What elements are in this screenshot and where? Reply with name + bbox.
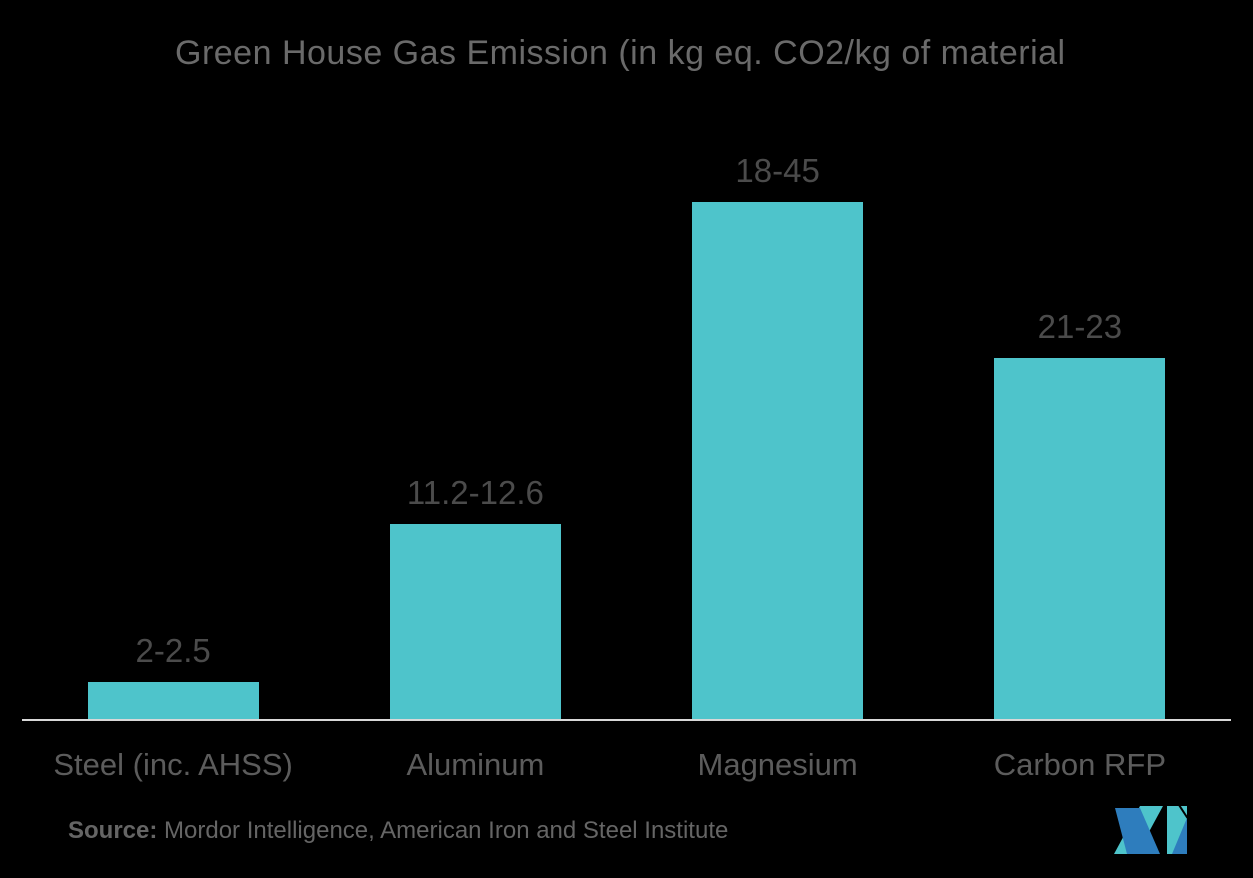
logo-blue-triangle <box>1172 818 1187 854</box>
category-axis: Steel (inc. AHSS) Aluminum Magnesium Carbon… <box>22 747 1231 783</box>
category-label: Aluminum <box>406 747 545 782</box>
source-label: Source: <box>68 817 158 844</box>
bar-group: 18-45 <box>627 152 929 719</box>
bar-value-label: 18-45 <box>735 152 820 189</box>
chart-title: Green House Gas Emission (in kg eq. CO2/… <box>175 34 1066 72</box>
bar <box>389 524 561 719</box>
bar-group: 2-2.5 <box>22 632 324 719</box>
mordor-intelligence-logo <box>1114 806 1189 854</box>
logo-notch-line <box>1178 806 1189 819</box>
category-label: Carbon RFP <box>993 747 1167 782</box>
bar-group: 21-23 <box>929 308 1231 719</box>
bar <box>87 682 259 719</box>
bar-group: 11.2-12.6 <box>324 474 626 719</box>
category-label: Magnesium <box>697 747 858 782</box>
logo-blue-stroke <box>1115 808 1160 854</box>
bar <box>994 358 1166 719</box>
bar-value-label: 2-2.5 <box>135 632 211 669</box>
source-text: Mordor Intelligence, American Iron and S… <box>157 817 729 844</box>
source-attribution: Source: Mordor Intelligence, American Ir… <box>68 817 728 845</box>
category-label: Steel (inc. AHSS) <box>53 747 293 782</box>
bar-value-label: 11.2-12.6 <box>406 474 544 511</box>
plot-area: 2-2.5 11.2-12.6 18-45 21-23 <box>22 90 1231 721</box>
bar-value-label: 21-23 <box>1037 308 1123 345</box>
bar <box>692 202 864 719</box>
